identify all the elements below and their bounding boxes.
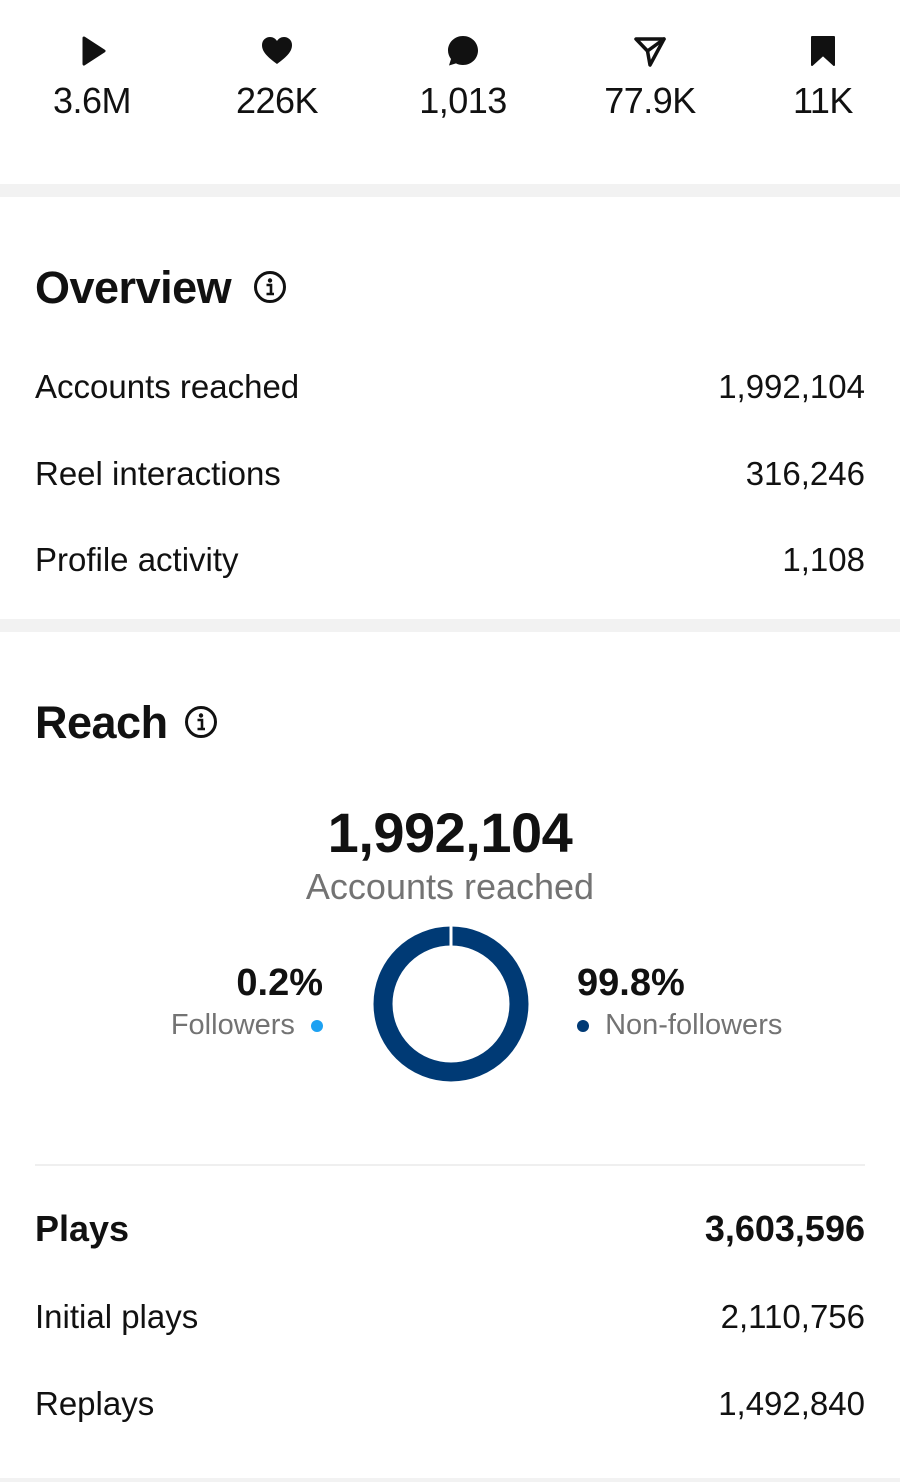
plays-value: 3,603,596: [704, 1208, 865, 1249]
comments-stat: 1,013: [383, 34, 543, 122]
row-value: 1,108: [782, 541, 865, 578]
plays-count: 3.6M: [52, 80, 132, 121]
section-divider: [0, 619, 900, 632]
likes-count: 226K: [235, 80, 319, 121]
nonfollowers-legend: 99.8% Non-followers: [577, 962, 782, 1042]
row-label: Profile activity: [35, 541, 239, 578]
reach-total: 1,992,104: [327, 801, 573, 864]
nonfollowers-label-text: Non-followers: [605, 1009, 783, 1041]
overview-title: Overview: [35, 262, 232, 313]
comment-icon: [448, 36, 478, 66]
saves-stat: 11K: [743, 34, 900, 122]
followers-label-text: Followers: [170, 1009, 295, 1041]
row-label: Replays: [35, 1385, 155, 1422]
followers-percent: 0.2%: [236, 962, 323, 1004]
play-icon: [82, 36, 106, 66]
overview-row-profile-activity[interactable]: Profile activity 1,108: [35, 540, 865, 580]
followers-legend: 0.2% Followers: [171, 962, 323, 1042]
nonfollowers-ring-segment: [373, 926, 529, 1082]
row-value: 1,492,840: [718, 1385, 865, 1422]
overview-row-reel-interactions[interactable]: Reel interactions 316,246: [35, 454, 865, 494]
nonfollowers-percent: 99.8%: [577, 962, 685, 1004]
row-value: 316,246: [745, 455, 865, 492]
plays-row-replays[interactable]: Replays 1,492,840: [35, 1384, 865, 1424]
engagement-stats-row: 3.6M 226K 1,013 77.9K 11K: [0, 0, 900, 184]
overview-row-accounts-reached[interactable]: Accounts reached 1,992,104: [35, 367, 865, 407]
row-value: 1,992,104: [718, 368, 865, 405]
row-value: 2,110,756: [720, 1298, 865, 1335]
plays-row[interactable]: Plays 3,603,596: [35, 1208, 865, 1249]
followers-dot-icon: [311, 1020, 323, 1033]
likes-stat: 226K: [197, 34, 357, 122]
shares-count: 77.9K: [604, 80, 696, 121]
reach-title: Reach: [35, 697, 168, 748]
plays-row-initial[interactable]: Initial plays 2,110,756: [35, 1297, 865, 1337]
row-label: Reel interactions: [35, 455, 281, 492]
bookmark-icon: [811, 36, 835, 66]
reach-total-label: Accounts reached: [305, 866, 595, 907]
reach-donut-chart: [373, 926, 529, 1082]
overview-info-icon[interactable]: [253, 270, 287, 304]
nonfollowers-dot-icon: [577, 1020, 589, 1033]
saves-count: 11K: [793, 80, 853, 121]
row-label: Initial plays: [35, 1298, 199, 1335]
shares-stat: 77.9K: [570, 34, 730, 122]
reach-info-icon[interactable]: [184, 705, 218, 739]
reach-divider: [35, 1164, 865, 1166]
plays-stat: 3.6M: [12, 34, 172, 122]
nonfollowers-label: Non-followers: [577, 1009, 782, 1042]
row-label: Accounts reached: [35, 368, 300, 405]
followers-label: Followers: [171, 1009, 323, 1042]
bottom-divider: [0, 1478, 900, 1482]
heart-icon: [262, 37, 292, 64]
section-divider: [0, 184, 900, 197]
share-icon: [634, 37, 666, 67]
plays-label: Plays: [35, 1208, 130, 1249]
comments-count: 1,013: [419, 80, 507, 121]
